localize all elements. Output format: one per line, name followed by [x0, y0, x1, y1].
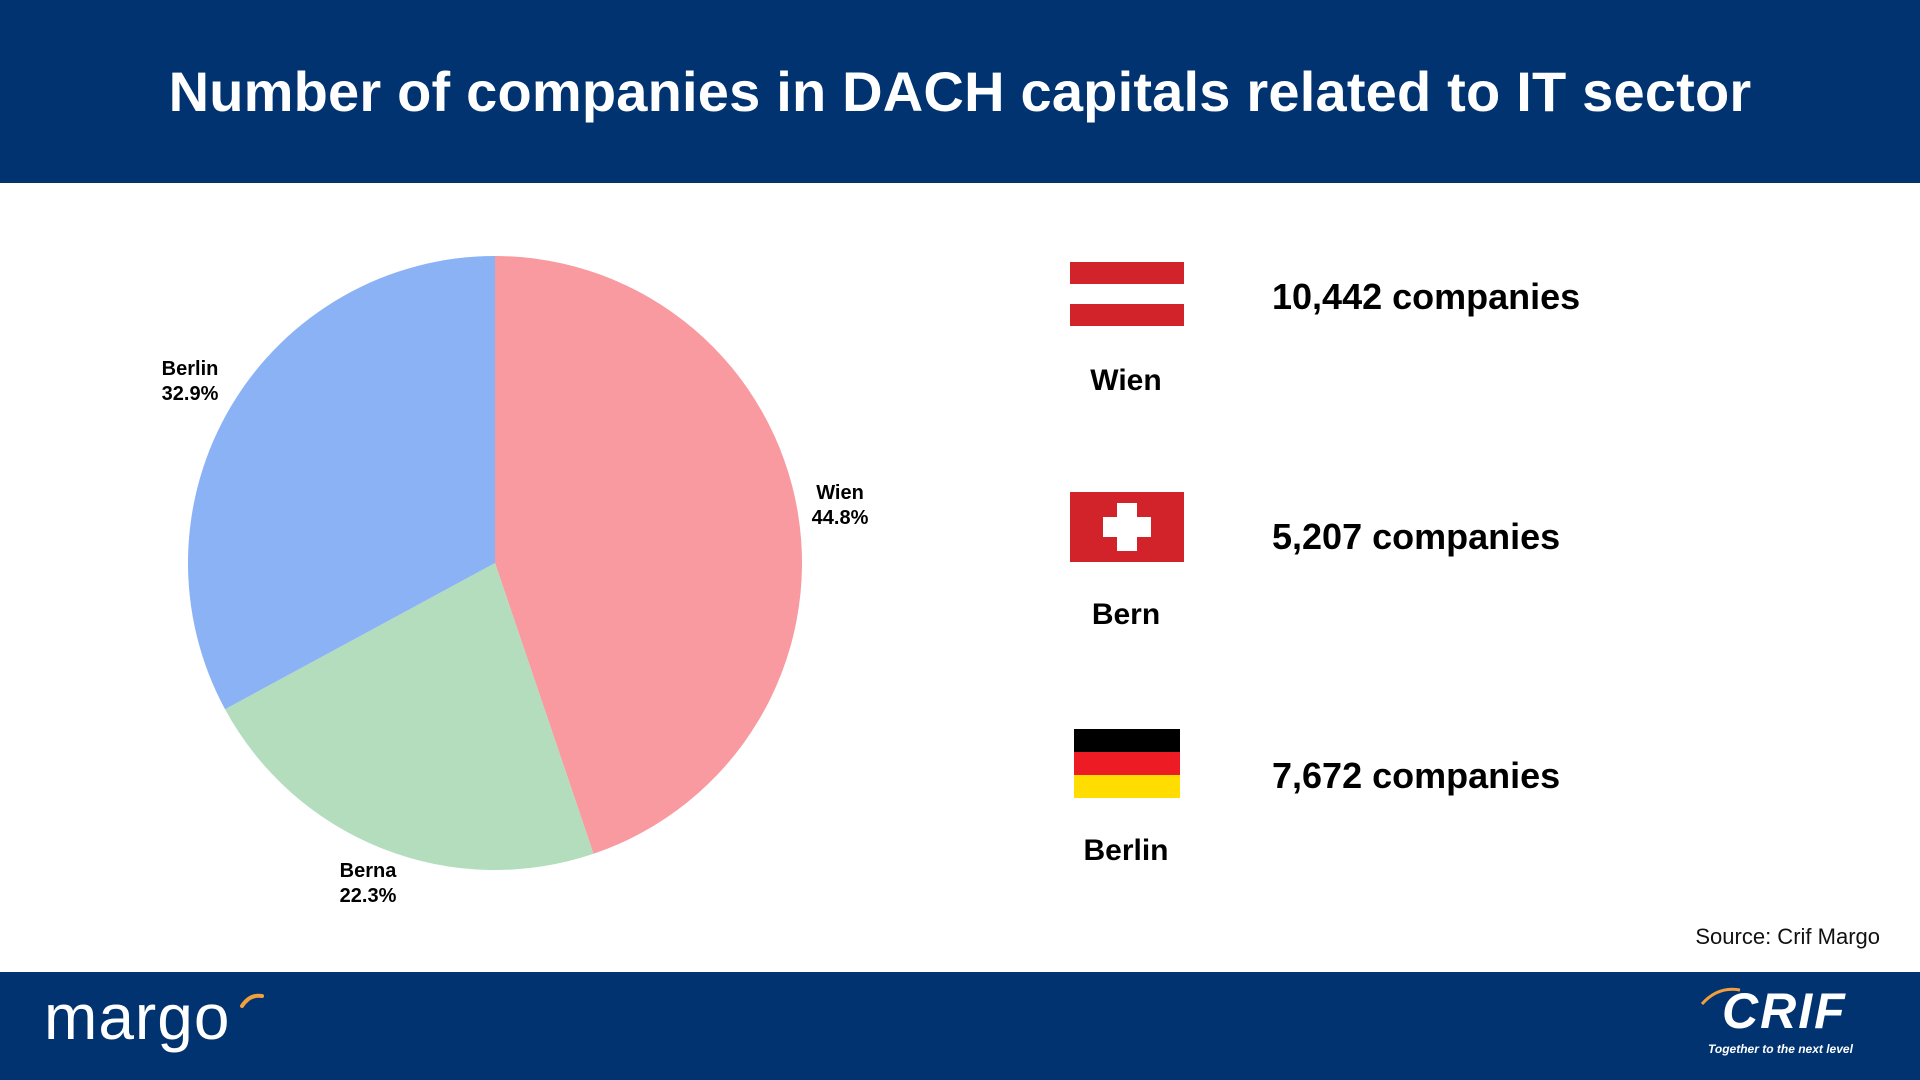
margo-accent-icon — [240, 993, 264, 1008]
pie-chart: Wien 44.8% Berna 22.3% Berlin 32.9% — [0, 183, 960, 972]
pie-label-wien-percent: 44.8% — [811, 507, 869, 529]
pie-label-berlin-percent: 32.9% — [161, 383, 219, 405]
crif-tagline: Together to the next level — [1708, 1042, 1853, 1056]
austria-flag-icon — [1070, 262, 1184, 326]
page-title: Number of companies in DACH capitals rel… — [168, 60, 1752, 123]
pie-slice-berna — [225, 563, 594, 870]
source-note: Source: Crif Margo — [1695, 924, 1880, 949]
city-label-bern: Bern — [1091, 598, 1161, 631]
pie-label-berna-percent: 22.3% — [339, 885, 397, 907]
pie-label-wien-name: Wien — [816, 482, 864, 504]
crif-logo: CRIF Together to the next level — [1700, 980, 1890, 1060]
pie-slice-wien — [495, 256, 802, 854]
switzerland-flag-icon — [1070, 492, 1184, 562]
crif-swoosh-icon — [1700, 987, 1741, 1006]
footer-bar — [0, 972, 1920, 1080]
title-banner: Number of companies in DACH capitals rel… — [0, 0, 1920, 183]
pie-chart-svg — [187, 256, 802, 870]
pie-label-berna-name: Berna — [339, 860, 397, 882]
margo-logo: margo — [44, 980, 230, 1054]
margo-logo-text: margo — [44, 981, 231, 1053]
pie-label-berna: Berna 22.3% — [340, 859, 397, 909]
city-label-berlin: Berlin — [1083, 834, 1169, 867]
germany-flag-icon — [1074, 729, 1180, 798]
city-label-wien: Wien — [1090, 364, 1162, 397]
pie-label-berlin: Berlin 32.9% — [162, 357, 219, 407]
count-bern: 5,207 companies — [1272, 516, 1561, 557]
count-wien: 10,442 companies — [1272, 276, 1581, 317]
pie-slice-berlin — [187, 256, 495, 710]
pie-label-wien: Wien 44.8% — [812, 481, 869, 531]
count-berlin: 7,672 companies — [1272, 755, 1561, 796]
pie-label-berlin-name: Berlin — [161, 358, 219, 380]
crif-logo-text: CRIF — [1722, 983, 1847, 1039]
